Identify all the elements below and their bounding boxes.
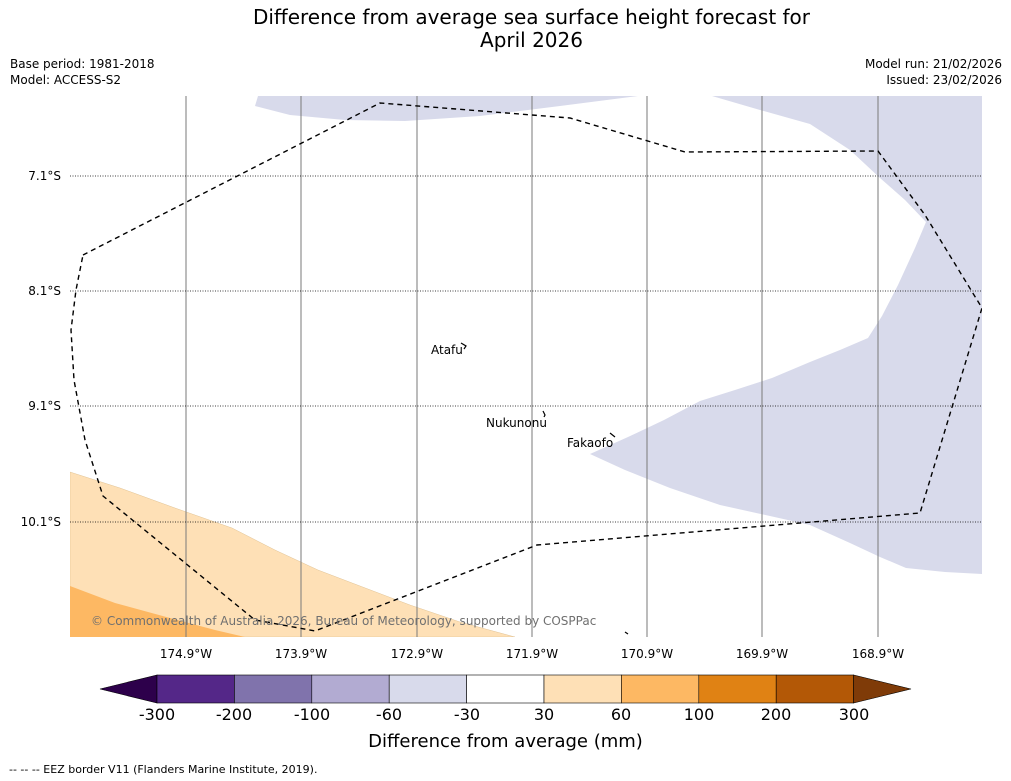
colorbar-segment-9 bbox=[775, 674, 854, 704]
model-run: Model run: 21/02/2026 bbox=[864, 57, 1002, 71]
meta-right: Model run: 21/02/2026 Issued: 23/02/2026 bbox=[865, 56, 1002, 88]
lon-label-4: 171.9°W bbox=[505, 647, 559, 661]
colorbar-segment-6 bbox=[543, 674, 622, 704]
anomaly-area-positive-medium bbox=[70, 586, 245, 637]
lon-label-6: 169.9°W bbox=[735, 647, 789, 661]
model-name: Model: ACCESS-S2 bbox=[10, 73, 122, 87]
map-title: Difference from average sea surface heig… bbox=[0, 6, 1011, 52]
base-period: Base period: 1981-2018 bbox=[10, 57, 155, 71]
title-line-2: April 2026 bbox=[480, 28, 583, 52]
lon-label-1: 174.9°W bbox=[159, 647, 213, 661]
lat-label-4: 10.1°S bbox=[20, 515, 61, 529]
colorbar-segment-4 bbox=[388, 674, 467, 704]
title-line-1: Difference from average sea surface heig… bbox=[252, 5, 811, 29]
colorbar-segment-2 bbox=[234, 674, 313, 704]
colorbar-title: Difference from average (mm) bbox=[368, 731, 643, 752]
lon-label-7: 168.9°W bbox=[851, 647, 905, 661]
eez-border bbox=[70, 102, 982, 632]
issued-date: Issued: 23/02/2026 bbox=[886, 73, 1002, 87]
place-label-nukunonu: Nukunonu bbox=[486, 416, 547, 430]
colorbar-extend-high bbox=[853, 674, 912, 704]
colorbar-tick-7: 60 bbox=[610, 705, 632, 724]
colorbar-segment-8 bbox=[698, 674, 777, 704]
atoll-swains bbox=[624, 631, 629, 635]
lon-label-2: 173.9°W bbox=[274, 647, 328, 661]
colorbar-segment-7 bbox=[621, 674, 700, 704]
colorbar-tick-3: -100 bbox=[293, 705, 331, 724]
colorbar-tick-9: 200 bbox=[760, 705, 792, 724]
lat-label-1: 7.1°S bbox=[28, 169, 61, 183]
lon-label-3: 172.9°W bbox=[390, 647, 444, 661]
colorbar bbox=[99, 674, 912, 704]
anomaly-area-negative-east bbox=[590, 96, 982, 574]
atoll-nukunonu bbox=[542, 410, 546, 418]
colorbar-tick-4: -60 bbox=[375, 705, 403, 724]
colorbar-tick-8: 100 bbox=[683, 705, 715, 724]
colorbar-tick-10: 300 bbox=[838, 705, 870, 724]
colorbar-segment-1 bbox=[156, 674, 235, 704]
colorbar-tick-2: -200 bbox=[215, 705, 253, 724]
lat-label-3: 9.1°S bbox=[28, 399, 61, 413]
colorbar-extend-low bbox=[99, 674, 158, 704]
colorbar-tick-6: 30 bbox=[533, 705, 555, 724]
meta-left: Base period: 1981-2018 Model: ACCESS-S2 bbox=[10, 56, 155, 88]
colorbar-segment-3 bbox=[311, 674, 390, 704]
place-label-fakaofo: Fakaofo bbox=[567, 436, 614, 450]
lat-label-2: 8.1°S bbox=[28, 284, 61, 298]
copyright-notice: © Commonwealth of Australia 2026, Bureau… bbox=[91, 614, 597, 628]
atoll-atafu bbox=[460, 342, 467, 350]
eez-footnote: -- -- -- EEZ border V11 (Flanders Marine… bbox=[9, 763, 318, 776]
anomaly-area-positive-light bbox=[70, 471, 516, 637]
place-label-atafu: Atafu bbox=[431, 343, 463, 357]
colorbar-segment-5 bbox=[466, 674, 545, 704]
lon-label-5: 170.9°W bbox=[620, 647, 674, 661]
atoll-fakaofo bbox=[609, 432, 616, 438]
colorbar-tick-5: -30 bbox=[453, 705, 481, 724]
colorbar-tick-1: -300 bbox=[138, 705, 176, 724]
